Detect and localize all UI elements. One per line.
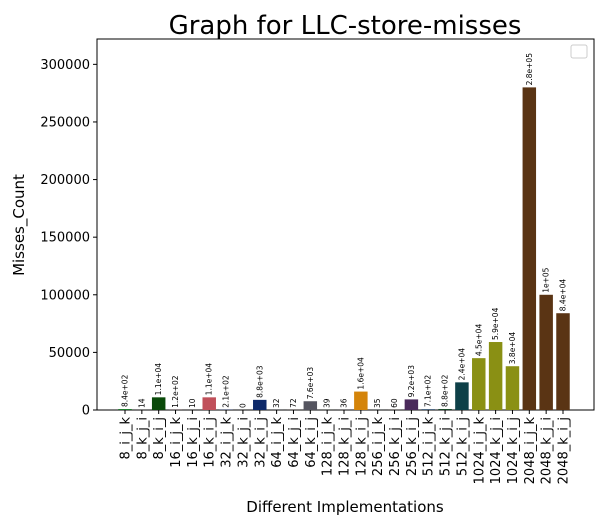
bar-2048_i_j_k	[522, 87, 537, 410]
data-label: 8.4e+04	[559, 279, 568, 312]
data-label: 5.9e+04	[491, 307, 500, 340]
y-tick-label: 200000	[40, 173, 90, 188]
data-label: 32	[272, 398, 281, 408]
data-label: 1.1e+04	[154, 363, 163, 396]
data-label: 9.2e+03	[407, 365, 416, 398]
data-label: 2.8e+05	[525, 53, 534, 86]
plot-area	[96, 38, 595, 411]
bar-2048_k_i_j	[556, 313, 570, 410]
bar-512_i_j_k	[421, 409, 435, 410]
bar-256_k_i_j	[404, 399, 419, 410]
data-label: 72	[289, 398, 298, 408]
data-label: 4.5e+04	[474, 324, 483, 357]
data-label: 36	[340, 398, 349, 408]
y-tick-label: 50000	[49, 346, 90, 361]
x-tick-label: 512_i_j_k	[422, 417, 437, 477]
x-tick-label: 1024_k_i_j	[506, 417, 521, 484]
data-label: 8.4e+02	[121, 374, 130, 407]
x-tick-label: 256_k_i_j	[405, 417, 420, 476]
x-tick-label: 512_k_i_j	[455, 417, 470, 476]
x-tick-label: 8_k_j_i	[135, 417, 150, 460]
x-tick-label: 16_i_j_k	[169, 417, 184, 468]
y-axis: 0 50000 100000 150000 200000 250000 300000	[40, 58, 97, 419]
x-tick-label: 8_k_i_j	[152, 417, 167, 460]
data-label: 7.6e+03	[306, 367, 315, 400]
data-label: 1e+05	[542, 267, 551, 292]
x-tick-label: 64_i_j_k	[270, 417, 285, 468]
bar-16_k_i_j	[202, 397, 216, 410]
x-tick-label: 64_k_j_i	[287, 417, 302, 468]
y-tick-label: 150000	[40, 231, 90, 246]
x-tick-label: 8_i_j_k	[119, 417, 134, 460]
data-label: 8.8e+02	[441, 374, 450, 407]
x-tick-label: 32_k_j_i	[236, 417, 251, 468]
x-tick-label: 256_k_j_i	[388, 417, 403, 476]
bar-8_k_i_j	[151, 397, 166, 410]
bar-1024_k_i_j	[505, 366, 520, 410]
x-tick-label: 1024_i_j_k	[472, 417, 487, 485]
x-tick-label: 32_i_j_k	[220, 417, 235, 468]
x-tick-label: 64_k_i_j	[304, 417, 319, 468]
x-tick-label: 2048_k_j_i	[540, 417, 555, 484]
data-label: 10	[188, 398, 197, 408]
data-label: 2.4e+04	[457, 348, 466, 381]
bar-1024_k_j_i	[488, 342, 503, 410]
x-tick-label: 16_k_i_j	[203, 417, 218, 468]
x-tick-label: 128_k_i_j	[354, 417, 369, 476]
bars	[118, 87, 570, 410]
bar-64_k_i_j	[303, 401, 318, 410]
data-label: 60	[390, 398, 399, 408]
data-label: 7.1e+02	[424, 375, 433, 408]
data-labels: 8.4e+02 14 1.1e+04 1.2e+02 10 1.1e+04 2.1e+02 0…	[121, 53, 568, 408]
bar-32_k_i_j	[253, 399, 267, 410]
bar-8_i_j_k	[118, 409, 132, 410]
y-tick-label: 250000	[40, 115, 90, 130]
data-label: 2.1e+02	[222, 375, 231, 408]
x-axis-label: Different Implementations	[246, 498, 444, 516]
x-tick-label: 256_i_j_k	[371, 417, 386, 477]
data-label: 1.2e+02	[171, 375, 180, 408]
x-tick-label: 512_k_j_i	[439, 417, 454, 476]
bar-128_k_i_j	[354, 391, 368, 410]
bar-512_k_j_i	[438, 408, 452, 410]
data-label: 3.8e+04	[508, 332, 517, 365]
data-label: 1.6e+04	[356, 357, 365, 390]
x-tick-label: 16_k_j_i	[186, 417, 201, 468]
y-tick-label: 100000	[40, 288, 90, 303]
data-label: 39	[323, 398, 332, 408]
bar-2048_k_j_i	[539, 294, 553, 410]
y-axis-label: Misses_Count	[10, 174, 29, 276]
x-tick-label: 2048_k_i_j	[557, 417, 572, 484]
x-tick-label: 128_i_j_k	[321, 417, 336, 477]
legend	[570, 44, 588, 59]
data-label: 35	[373, 398, 382, 408]
x-tick-label: 128_k_j_i	[338, 417, 353, 476]
x-tick-label: 32_k_i_j	[253, 417, 268, 468]
x-axis: 8_i_j_k 8_k_j_i 8_k_i_j 16_i_j_k 16_k_j_i 16_…	[119, 410, 572, 484]
data-label: 8.8e+03	[255, 365, 264, 398]
data-label: 14	[137, 398, 146, 408]
bar-1024_i_j_k	[472, 358, 486, 410]
y-tick-label: 0	[82, 404, 90, 419]
y-tick-label: 300000	[40, 58, 90, 73]
data-label: 0	[238, 403, 247, 408]
chart-title: Graph for LLC-store-misses	[169, 11, 522, 41]
x-tick-label: 2048_i_j_k	[523, 417, 538, 485]
x-tick-label: 1024_k_j_i	[489, 417, 504, 484]
data-label: 1.1e+04	[205, 363, 214, 396]
bar-512_k_i_j	[455, 382, 469, 410]
